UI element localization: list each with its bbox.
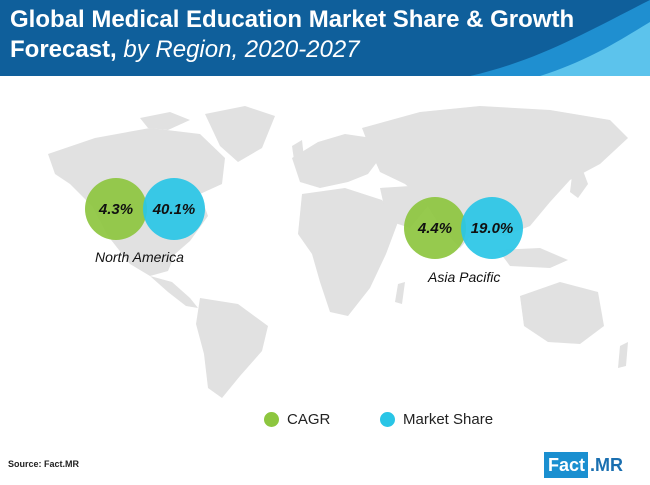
map-africa (298, 188, 398, 316)
legend-share-label: Market Share (403, 411, 494, 428)
asia-pacific-share-bubble: 19.0% (461, 197, 523, 259)
factmr-logo: Fact .MR (544, 452, 623, 478)
header-wave-decoration (470, 0, 650, 76)
north-america-share-bubble: 40.1% (143, 178, 205, 240)
asia-pacific-share-value: 19.0% (470, 219, 514, 237)
map-asia (362, 106, 628, 248)
north-america-label: North America (95, 249, 184, 265)
map-southeast-asia-islands (498, 248, 568, 268)
legend-item-market-share: Market Share (380, 411, 493, 428)
map-south-america (196, 298, 268, 398)
map-europe (292, 134, 380, 188)
legend-cagr-dot (264, 412, 279, 427)
asia-pacific-cagr-bubble: 4.4% (404, 197, 466, 259)
source-note: Source: Fact.MR (8, 459, 80, 469)
legend: CAGR Market Share (0, 408, 650, 432)
asia-pacific-label: Asia Pacific (428, 269, 501, 285)
north-america-share-value: 40.1% (152, 200, 196, 218)
legend-share-dot (380, 412, 395, 427)
north-america-cagr-value: 4.3% (98, 200, 134, 218)
chart-title: Global Medical Education Market Share & … (10, 5, 640, 65)
map-japan (570, 168, 588, 198)
title-subtitle: by Region, 2020-2027 (123, 36, 360, 63)
map-central-america (150, 276, 198, 308)
north-america-cagr-bubble: 4.3% (85, 178, 147, 240)
logo-mr-text: .MR (590, 455, 624, 475)
header-banner: Global Medical Education Market Share & … (0, 0, 650, 76)
map-australia (520, 282, 604, 344)
map-madagascar (395, 282, 405, 304)
world-map (48, 106, 628, 398)
logo-fact-text: Fact (544, 452, 589, 478)
map-new-zealand (618, 342, 628, 368)
legend-cagr-label: CAGR (287, 411, 331, 428)
map-greenland (205, 106, 275, 162)
asia-pacific-cagr-value: 4.4% (417, 219, 453, 237)
title-main: Global Medical Education Market Share & … (10, 6, 575, 63)
map-arctic-islands (140, 112, 190, 130)
map-uk (292, 140, 304, 160)
legend-item-cagr: CAGR (264, 411, 330, 428)
